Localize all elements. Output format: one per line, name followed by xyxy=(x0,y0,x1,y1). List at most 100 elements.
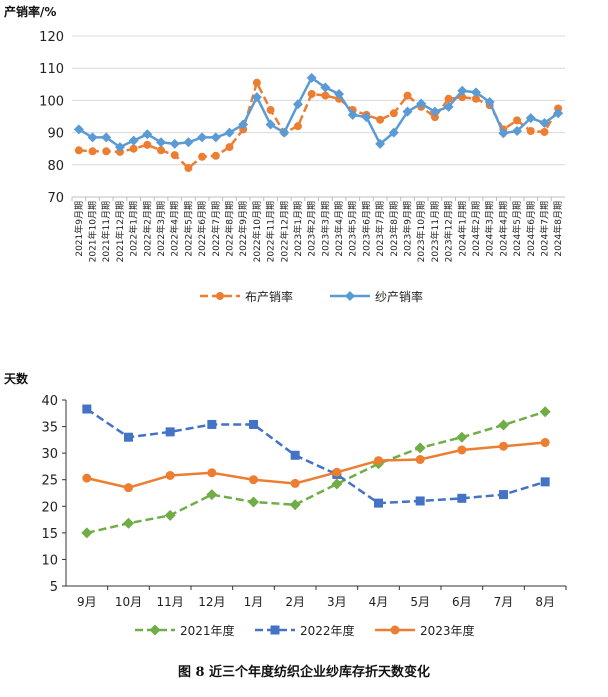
x-tick-label: 2024年3月期 xyxy=(484,201,496,257)
data-point xyxy=(164,509,176,521)
x-tick-label: 2022年12月期 xyxy=(278,201,290,262)
data-point xyxy=(73,124,84,135)
data-point xyxy=(307,89,316,98)
data-point xyxy=(498,128,509,139)
data-point xyxy=(211,151,220,160)
data-point xyxy=(101,132,112,143)
x-tick-label: 2022年10月期 xyxy=(251,201,263,262)
x-tick-label: 2022年5月期 xyxy=(182,201,194,257)
data-point xyxy=(183,137,194,148)
data-point xyxy=(266,106,275,115)
data-point xyxy=(484,97,495,108)
data-point xyxy=(88,147,97,156)
y-tick-label: 5 xyxy=(50,580,58,595)
x-tick-label: 2023年12月期 xyxy=(443,201,455,262)
data-point xyxy=(429,106,440,117)
y-tick-label: 80 xyxy=(47,159,64,174)
x-tick-label: 6月 xyxy=(452,595,472,609)
data-point xyxy=(498,419,509,431)
data-point xyxy=(540,127,549,136)
series-line-2021年度 xyxy=(86,410,546,535)
data-point xyxy=(374,456,383,466)
x-tick-label: 2023年2月期 xyxy=(306,201,318,257)
y-tick-label: 15 xyxy=(41,527,58,542)
legend-label: 2023年度 xyxy=(420,623,475,638)
x-tick-label: 2022年4月期 xyxy=(169,201,181,257)
x-tick-label: 2022年9月期 xyxy=(237,201,249,257)
x-tick-label: 2月 xyxy=(285,595,305,609)
legend-marker xyxy=(270,625,280,635)
x-tick-label: 2023年11月期 xyxy=(429,201,441,262)
data-point xyxy=(512,125,523,136)
x-tick-label: 10月 xyxy=(115,595,142,609)
data-point xyxy=(165,470,175,480)
data-point xyxy=(553,108,564,119)
x-tick-label: 2022年8月期 xyxy=(223,201,235,257)
data-point xyxy=(376,115,385,124)
data-point xyxy=(224,127,235,138)
data-point xyxy=(458,93,467,102)
data-point xyxy=(414,442,426,454)
x-tick-label: 2022年11月期 xyxy=(265,201,277,262)
data-point xyxy=(165,427,175,437)
data-point xyxy=(157,146,166,155)
data-point xyxy=(249,419,258,429)
data-point xyxy=(252,78,261,87)
x-tick-label: 2022年6月期 xyxy=(196,201,208,257)
legend-label: 2021年度 xyxy=(180,623,235,638)
data-point xyxy=(128,135,139,146)
data-point xyxy=(457,493,467,503)
data-point xyxy=(124,432,133,442)
data-point xyxy=(279,127,290,138)
x-tick-label: 7月 xyxy=(494,595,514,609)
x-tick-label: 2021年10月期 xyxy=(87,201,99,262)
data-point xyxy=(169,138,180,149)
data-point xyxy=(82,473,92,483)
data-point xyxy=(513,116,522,125)
data-point xyxy=(457,85,468,96)
data-point xyxy=(456,431,468,443)
y-tick-label: 25 xyxy=(41,474,58,489)
series-line-纱产销率 xyxy=(78,76,559,149)
y-tick-label: 120 xyxy=(39,30,64,45)
data-point xyxy=(374,498,383,508)
data-point xyxy=(249,475,258,485)
legend-label: 2022年度 xyxy=(300,623,355,638)
data-point xyxy=(87,132,98,143)
y-tick-label: 35 xyxy=(41,421,58,436)
data-point xyxy=(143,140,152,149)
x-tick-label: 4月 xyxy=(369,595,389,609)
data-point xyxy=(251,92,262,103)
data-point xyxy=(290,450,300,460)
data-point xyxy=(82,404,92,414)
data-point xyxy=(292,99,303,110)
data-point xyxy=(74,146,83,155)
data-point xyxy=(457,445,467,455)
x-tick-label: 1月 xyxy=(244,595,264,609)
x-tick-label: 3月 xyxy=(327,595,347,609)
data-point xyxy=(114,142,125,153)
data-point xyxy=(197,132,208,143)
x-tick-label: 2023年4月期 xyxy=(333,201,345,257)
data-point xyxy=(321,91,330,100)
data-point xyxy=(540,438,550,448)
data-point xyxy=(290,478,300,488)
y-tick-label: 10 xyxy=(41,553,58,568)
data-point xyxy=(540,477,550,487)
data-point xyxy=(415,496,425,506)
data-point xyxy=(129,144,138,153)
data-point xyxy=(415,455,425,465)
data-point xyxy=(539,117,550,128)
data-point xyxy=(124,483,133,493)
legend-marker xyxy=(345,291,355,301)
x-tick-label: 2024年5月期 xyxy=(511,201,523,257)
x-tick-label: 2022年1月期 xyxy=(128,201,140,257)
data-point xyxy=(102,147,111,156)
data-point xyxy=(416,98,427,109)
data-point xyxy=(471,94,480,103)
y-tick-label: 20 xyxy=(41,500,58,515)
legend-marker xyxy=(390,625,400,635)
y-axis-label: 天数 xyxy=(4,371,29,386)
legend-label: 布产销率 xyxy=(245,289,293,304)
